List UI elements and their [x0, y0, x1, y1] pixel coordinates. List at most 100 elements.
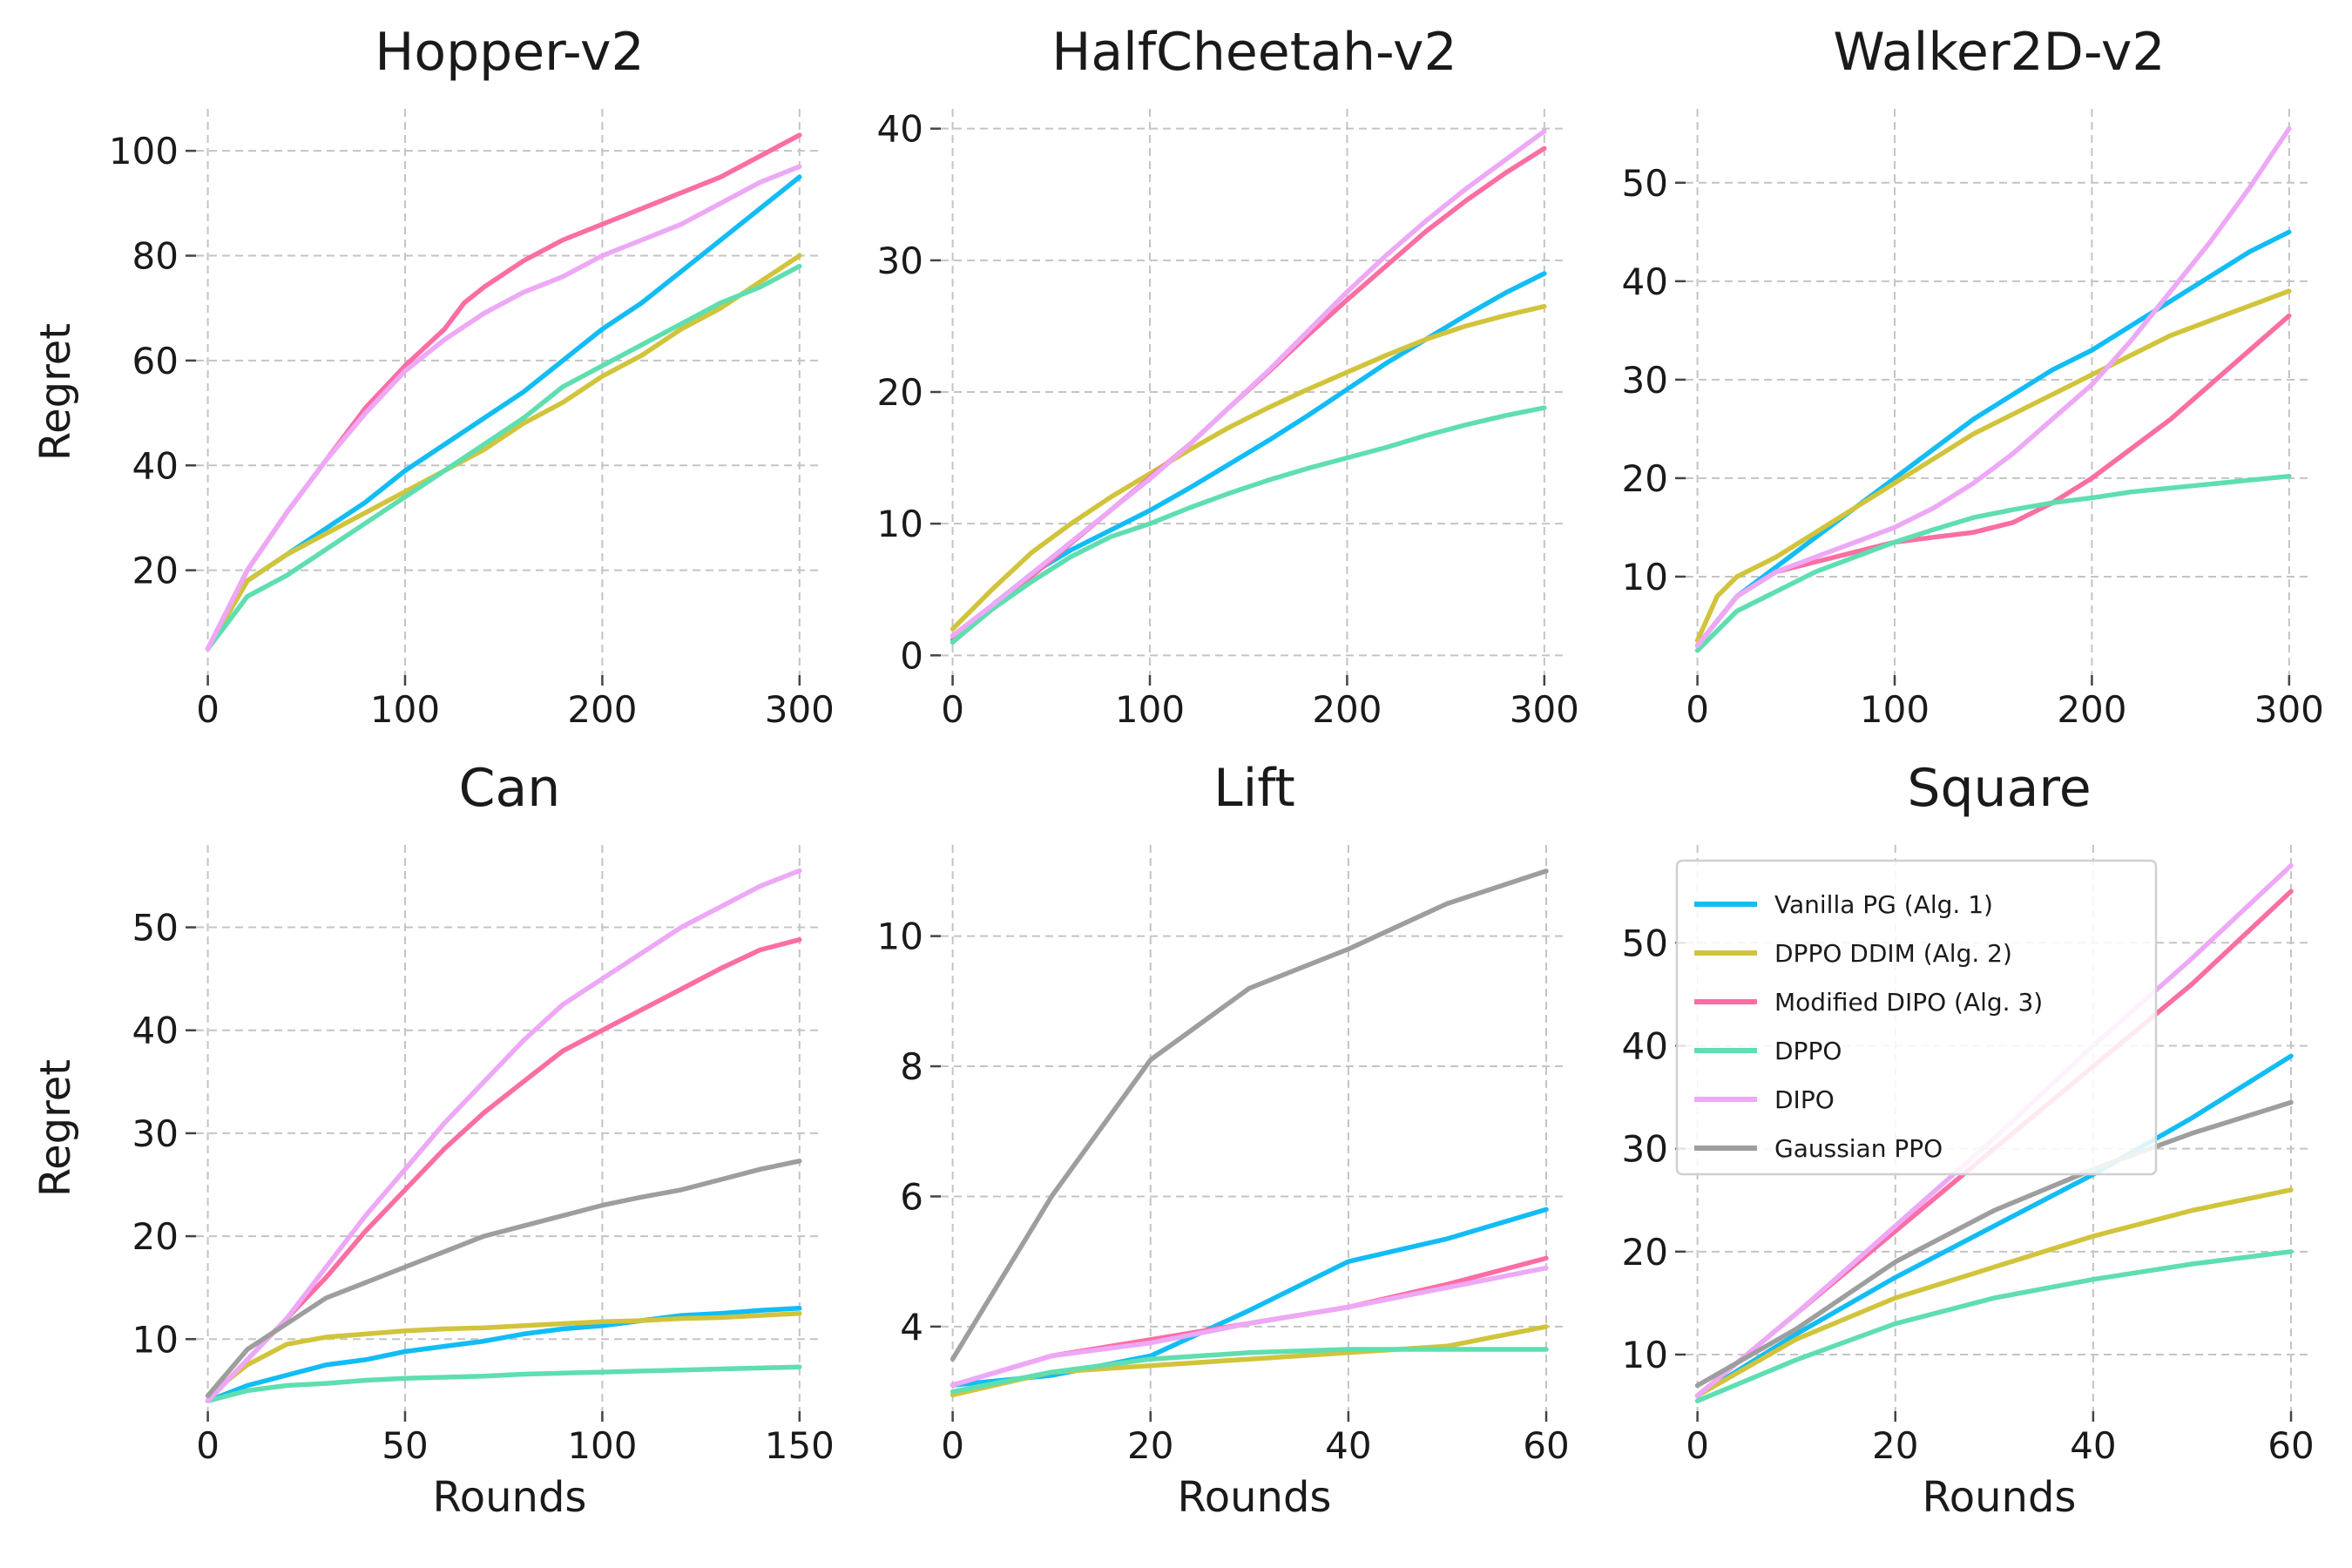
legend-label-vanilla-pg-alg-1: Vanilla PG (Alg. 1) [1774, 890, 1993, 919]
x-axis-label-square: Rounds [1923, 1473, 2077, 1522]
y-tick-label: 40 [877, 108, 923, 151]
y-tick-label: 80 [132, 235, 179, 278]
legend: Vanilla PG (Alg. 1) DPPO DDIM (Alg. 2) Mod… [1675, 859, 2158, 1176]
series-line-dipo-walker2d-v2 [1694, 125, 2292, 648]
x-tick-label: 100 [567, 1424, 637, 1467]
ticks-square: 0 20 40 60 10 20 30 40 50 [1622, 922, 2315, 1467]
ticks-halfcheetah: 0 100 200 300 0 10 20 30 40 [877, 108, 1579, 731]
panel-halfcheetah: 0 100 200 300 0 10 20 30 40 HalfCheetah-v2 [877, 22, 1579, 731]
series-line-modified-dipo-alg-3-can [205, 936, 802, 1403]
y-tick-label: 4 [900, 1306, 923, 1348]
y-tick-label: 30 [132, 1112, 179, 1155]
ticks-hopper: 0 100 200 300 20 40 60 80 100 [109, 130, 835, 731]
x-tick-label: 0 [1686, 688, 1709, 731]
y-axis-label-can: Regret [31, 1059, 80, 1197]
x-tick-label: 100 [370, 688, 440, 731]
series-line-dppo-ddim-alg-2-square [1694, 1187, 2294, 1399]
ticks-can: 0 50 100 150 10 20 30 40 50 [132, 907, 835, 1467]
x-tick-label: 60 [1523, 1424, 1569, 1467]
ticks-walker2d: 0 100 200 300 10 20 30 40 50 [1622, 162, 2324, 731]
y-tick-label: 8 [900, 1045, 923, 1088]
series-line-dppo-ddim-alg-2-hopper-v2 [205, 253, 802, 652]
series-line-vanilla-pg-alg-1-lift [950, 1206, 1549, 1388]
y-tick-label: 20 [132, 550, 179, 592]
x-tick-label: 40 [2070, 1424, 2116, 1467]
x-tick-label: 100 [1115, 688, 1185, 731]
x-tick-label: 300 [1510, 688, 1579, 731]
x-tick-label: 20 [1127, 1424, 1173, 1467]
series-line-gaussian-ppo-lift [950, 868, 1549, 1362]
y-tick-label: 100 [109, 130, 179, 172]
y-tick-label: 40 [1622, 260, 1668, 303]
y-tick-label: 20 [877, 371, 923, 414]
panel-can: 0 50 100 150 10 20 30 40 50 Can Regret Rounds [31, 758, 835, 1522]
panel-title-square: Square [1907, 758, 2091, 819]
panel-title-walker2d: Walker2D-v2 [1833, 22, 2165, 83]
legend-label-dipo: DIPO [1774, 1085, 1835, 1114]
x-tick-label: 0 [941, 688, 964, 731]
legend-items: Vanilla PG (Alg. 1) DPPO DDIM (Alg. 2) Mod… [1694, 890, 2043, 1163]
grid-hopper [196, 109, 823, 675]
x-tick-label: 200 [567, 688, 637, 731]
series-line-dipo-hopper-v2 [205, 164, 802, 652]
y-tick-label: 20 [132, 1215, 179, 1258]
series-line-vanilla-pg-alg-1-walker2d-v2 [1694, 229, 2292, 648]
series-line-dppo-halfcheetah-v2 [950, 405, 1547, 645]
panel-title-hopper: Hopper-v2 [375, 22, 644, 83]
series-line-dppo-walker2d-v2 [1694, 473, 2292, 653]
lines-lift [950, 868, 1549, 1398]
y-tick-label: 60 [132, 340, 179, 382]
lines-halfcheetah [950, 128, 1547, 645]
series-line-dipo-can [205, 868, 802, 1403]
x-tick-label: 200 [1312, 688, 1382, 731]
y-tick-label: 6 [900, 1175, 923, 1218]
grid-halfcheetah [941, 109, 1568, 675]
panel-walker2d: 0 100 200 300 10 20 30 40 50 Walker2D-v2 [1622, 22, 2324, 731]
series-line-gaussian-ppo-square [1694, 1099, 2294, 1389]
x-tick-label: 150 [765, 1424, 835, 1467]
legend-label-dppo: DPPO [1774, 1037, 1842, 1065]
series-line-dppo-ddim-alg-2-can [205, 1310, 802, 1399]
x-tick-label: 0 [196, 1424, 220, 1467]
y-tick-label: 10 [132, 1318, 179, 1361]
series-line-dppo-hopper-v2 [205, 263, 802, 652]
x-tick-label: 0 [941, 1424, 964, 1467]
series-line-dppo-can [205, 1364, 802, 1403]
y-tick-label: 20 [1622, 457, 1668, 500]
series-line-dipo-halfcheetah-v2 [950, 128, 1547, 639]
x-tick-label: 100 [1860, 688, 1930, 731]
panel-title-halfcheetah: HalfCheetah-v2 [1051, 22, 1456, 83]
lines-can [205, 868, 802, 1403]
lines-walker2d [1694, 125, 2292, 653]
y-axis-label-hopper: Regret [31, 323, 80, 461]
x-tick-label: 300 [2254, 688, 2324, 731]
ticks-lift: 0 20 40 60 4 6 8 10 [877, 916, 1570, 1467]
grid-walker2d [1686, 109, 2313, 675]
y-tick-label: 20 [1622, 1231, 1668, 1274]
y-tick-label: 50 [132, 907, 179, 950]
y-tick-label: 40 [132, 1010, 179, 1052]
y-tick-label: 30 [1622, 359, 1668, 402]
legend-label-gaussian-ppo: Gaussian PPO [1774, 1134, 1943, 1163]
series-line-dipo-lift [950, 1265, 1549, 1388]
panel-hopper: 0 100 200 300 20 40 60 80 100 Hopper-v2 Regret [31, 22, 835, 731]
x-tick-label: 60 [2268, 1424, 2314, 1467]
x-axis-label-can: Rounds [433, 1473, 587, 1522]
panel-title-lift: Lift [1213, 758, 1295, 819]
x-tick-label: 0 [196, 688, 220, 731]
y-tick-label: 30 [877, 240, 923, 282]
y-tick-label: 10 [877, 503, 923, 545]
y-tick-label: 10 [1622, 1334, 1668, 1376]
series-line-vanilla-pg-alg-1-square [1694, 1053, 2294, 1399]
series-line-dppo-square [1694, 1249, 2294, 1403]
series-line-gaussian-ppo-can [205, 1159, 802, 1399]
series-line-dppo-ddim-alg-2-walker2d-v2 [1694, 288, 2292, 644]
panel-title-can: Can [459, 758, 561, 819]
y-tick-label: 40 [1622, 1024, 1668, 1067]
x-axis-label-lift: Rounds [1178, 1473, 1332, 1522]
y-tick-label: 10 [877, 916, 923, 958]
x-tick-label: 300 [765, 688, 835, 731]
y-tick-label: 50 [1622, 922, 1668, 964]
x-tick-label: 40 [1325, 1424, 1371, 1467]
